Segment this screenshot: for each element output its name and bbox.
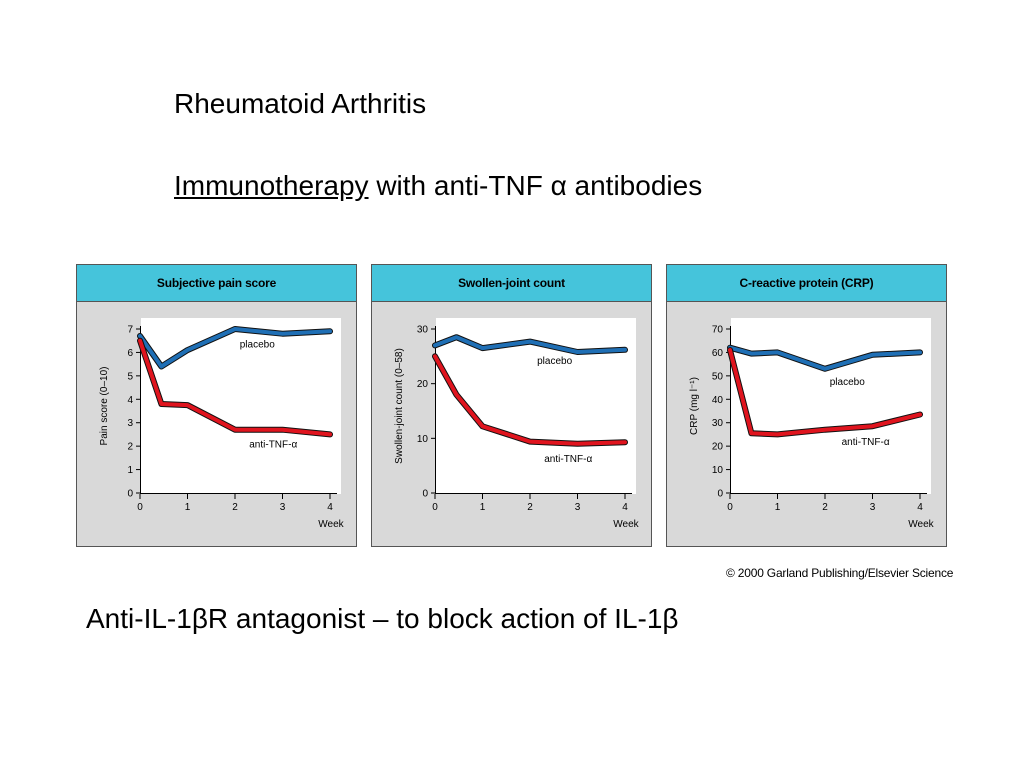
x-tick-label: 4	[917, 502, 923, 513]
y-tick-label: 50	[712, 371, 724, 382]
x-axis-label: Week	[318, 519, 344, 530]
x-tick-label: 1	[480, 502, 486, 513]
x-tick-label: 4	[622, 502, 628, 513]
y-tick-label: 5	[127, 371, 133, 382]
y-tick-label: 20	[712, 442, 724, 453]
y-tick-label: 0	[422, 489, 428, 500]
y-tick-label: 20	[417, 379, 429, 390]
y-axis-label: Pain score (0–10)	[99, 367, 110, 446]
x-axis-label: Week	[908, 519, 934, 530]
y-tick-label: 0	[717, 489, 723, 500]
chart-title: Swollen-joint count	[372, 265, 651, 302]
y-tick-label: 7	[127, 325, 133, 336]
x-tick-label: 2	[822, 502, 828, 513]
y-tick-label: 60	[712, 348, 724, 359]
x-tick-label: 2	[527, 502, 533, 513]
plot-area	[731, 318, 931, 494]
x-tick-label: 2	[232, 502, 238, 513]
copyright-note: © 2000 Garland Publishing/Elsevier Scien…	[726, 566, 954, 580]
series-label: anti-TNF-α	[842, 437, 890, 448]
bottom-statement: Anti-IL-1βR antagonist – to block action…	[86, 603, 679, 634]
crp-chart: 0 10 20 30 40 50 60 70 0 1 2 3 4 Week CRP (mg l⁻¹) plac…	[689, 318, 935, 530]
series-line-placebo	[138, 327, 332, 369]
subtitle-rest: with anti-TNF α antibodies	[368, 170, 703, 201]
y-tick-label: 10	[417, 434, 429, 445]
slide-title: Rheumatoid Arthritis	[174, 88, 427, 119]
slide-subtitle: Immunotherapy with anti-TNF α antibodies	[174, 166, 702, 206]
y-tick-label: 30	[417, 325, 429, 336]
series-label: placebo	[830, 377, 865, 388]
series-line-anti-tnf	[728, 348, 922, 437]
y-tick-label: 3	[127, 418, 133, 429]
y-tick-label: 40	[712, 395, 724, 406]
series-label: placebo	[240, 340, 275, 351]
series-label: anti-TNF-α	[249, 439, 297, 450]
chart-panel-swollen: Swollen-joint count 0 10 20 30 0 1 2 3 4 Week Swol…	[371, 264, 652, 547]
pain-score-chart: 0 1 2 3 4 5 6 7 0 1 2 3 4 Week Pain score (0–10) placeb…	[99, 318, 345, 530]
x-tick-label: 3	[280, 502, 286, 513]
y-tick-label: 10	[712, 465, 724, 476]
x-axis-label: Week	[613, 519, 639, 530]
chart-title: Subjective pain score	[77, 265, 356, 302]
x-tick-label: 3	[870, 502, 876, 513]
x-tick-label: 0	[727, 502, 733, 513]
series-label: anti-TNF-α	[544, 454, 592, 465]
y-axis-label: Swollen-joint count (0–58)	[394, 348, 405, 464]
y-tick-label: 70	[712, 325, 724, 336]
series-line-placebo	[433, 335, 627, 354]
swollen-joint-chart: 0 10 20 30 0 1 2 3 4 Week Swollen-joint count (0–5…	[394, 318, 640, 530]
chart-panel-pain: Subjective pain score 0 1 2 3 4 5 6 7 0 1 2 3 4 Week P…	[76, 264, 357, 547]
subtitle-underlined-word: Immunotherapy	[174, 170, 369, 201]
x-tick-label: 3	[575, 502, 581, 513]
y-tick-label: 4	[127, 395, 133, 406]
series-line-anti-tnf	[138, 338, 332, 437]
series-label: placebo	[537, 356, 572, 367]
x-tick-label: 0	[432, 502, 438, 513]
y-axis-label: CRP (mg l⁻¹)	[689, 377, 700, 435]
y-tick-label: 6	[127, 348, 133, 359]
y-tick-label: 0	[127, 489, 133, 500]
y-tick-label: 1	[127, 465, 133, 476]
chart-panel-crp: C-reactive protein (CRP) 0 10 20 30 40 50 60 70…	[666, 264, 947, 547]
x-tick-label: 1	[185, 502, 191, 513]
y-tick-label: 30	[712, 418, 724, 429]
chart-title: C-reactive protein (CRP)	[667, 265, 946, 302]
x-tick-label: 0	[137, 502, 143, 513]
series-line-placebo	[728, 345, 922, 371]
series-line-anti-tnf	[433, 354, 627, 446]
x-tick-label: 1	[775, 502, 781, 513]
y-tick-label: 2	[127, 442, 133, 453]
x-tick-label: 4	[327, 502, 333, 513]
